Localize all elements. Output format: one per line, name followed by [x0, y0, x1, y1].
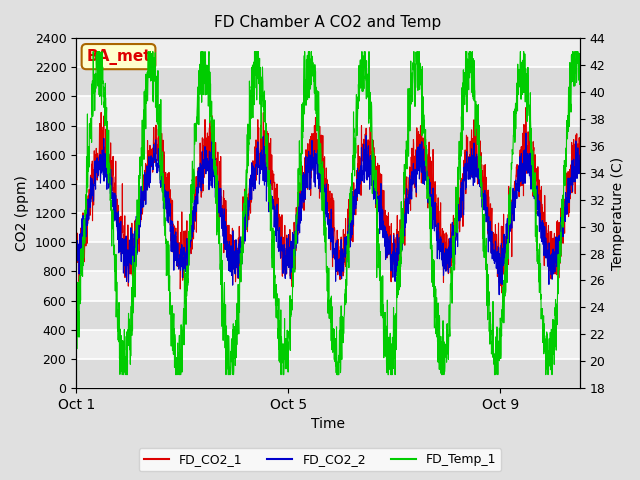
FD_CO2_1 — [412, 161, 420, 167]
X-axis label: Time: Time — [311, 418, 345, 432]
FD_CO2_1 — [181, 264, 189, 269]
FD_CO2_1 — [72, 247, 80, 252]
FD_CO2_2 — [254, 149, 262, 155]
FD_Temp_1 — [254, 52, 262, 58]
FD_CO2_1 — [511, 180, 519, 186]
FD_CO2_2 — [576, 152, 584, 158]
FD_CO2_2 — [355, 169, 362, 175]
FD_CO2_2 — [72, 270, 80, 276]
Title: FD Chamber A CO2 and Temp: FD Chamber A CO2 and Temp — [214, 15, 442, 30]
Line: FD_CO2_2: FD_CO2_2 — [76, 133, 580, 295]
FD_Temp_1 — [72, 349, 80, 355]
Y-axis label: Temperature (C): Temperature (C) — [611, 156, 625, 270]
Bar — [76, 67, 580, 96]
FD_CO2_1 — [522, 105, 530, 110]
FD_CO2_2 — [495, 292, 503, 298]
FD_CO2_2 — [181, 252, 189, 258]
FD_CO2_1 — [254, 117, 262, 122]
Line: FD_Temp_1: FD_Temp_1 — [76, 51, 580, 375]
Bar — [76, 126, 580, 155]
FD_Temp_1 — [82, 202, 90, 207]
FD_Temp_1 — [512, 100, 520, 106]
Line: FD_CO2_1: FD_CO2_1 — [76, 108, 580, 295]
Bar — [76, 184, 580, 213]
FD_CO2_1 — [576, 138, 584, 144]
Bar — [76, 359, 580, 388]
FD_CO2_2 — [511, 204, 519, 210]
FD_Temp_1 — [90, 48, 97, 54]
FD_Temp_1 — [182, 299, 189, 305]
Bar — [76, 300, 580, 330]
FD_CO2_2 — [82, 208, 90, 214]
FD_CO2_1 — [130, 292, 138, 298]
FD_CO2_2 — [412, 167, 419, 173]
FD_Temp_1 — [355, 89, 362, 95]
Text: BA_met: BA_met — [86, 48, 151, 65]
FD_CO2_2 — [522, 130, 530, 136]
FD_CO2_1 — [82, 227, 90, 233]
FD_CO2_1 — [355, 169, 362, 175]
FD_Temp_1 — [576, 60, 584, 65]
FD_Temp_1 — [120, 372, 127, 378]
Legend: FD_CO2_1, FD_CO2_2, FD_Temp_1: FD_CO2_1, FD_CO2_2, FD_Temp_1 — [139, 448, 501, 471]
FD_Temp_1 — [412, 49, 420, 55]
Y-axis label: CO2 (ppm): CO2 (ppm) — [15, 175, 29, 251]
Bar — [76, 242, 580, 272]
